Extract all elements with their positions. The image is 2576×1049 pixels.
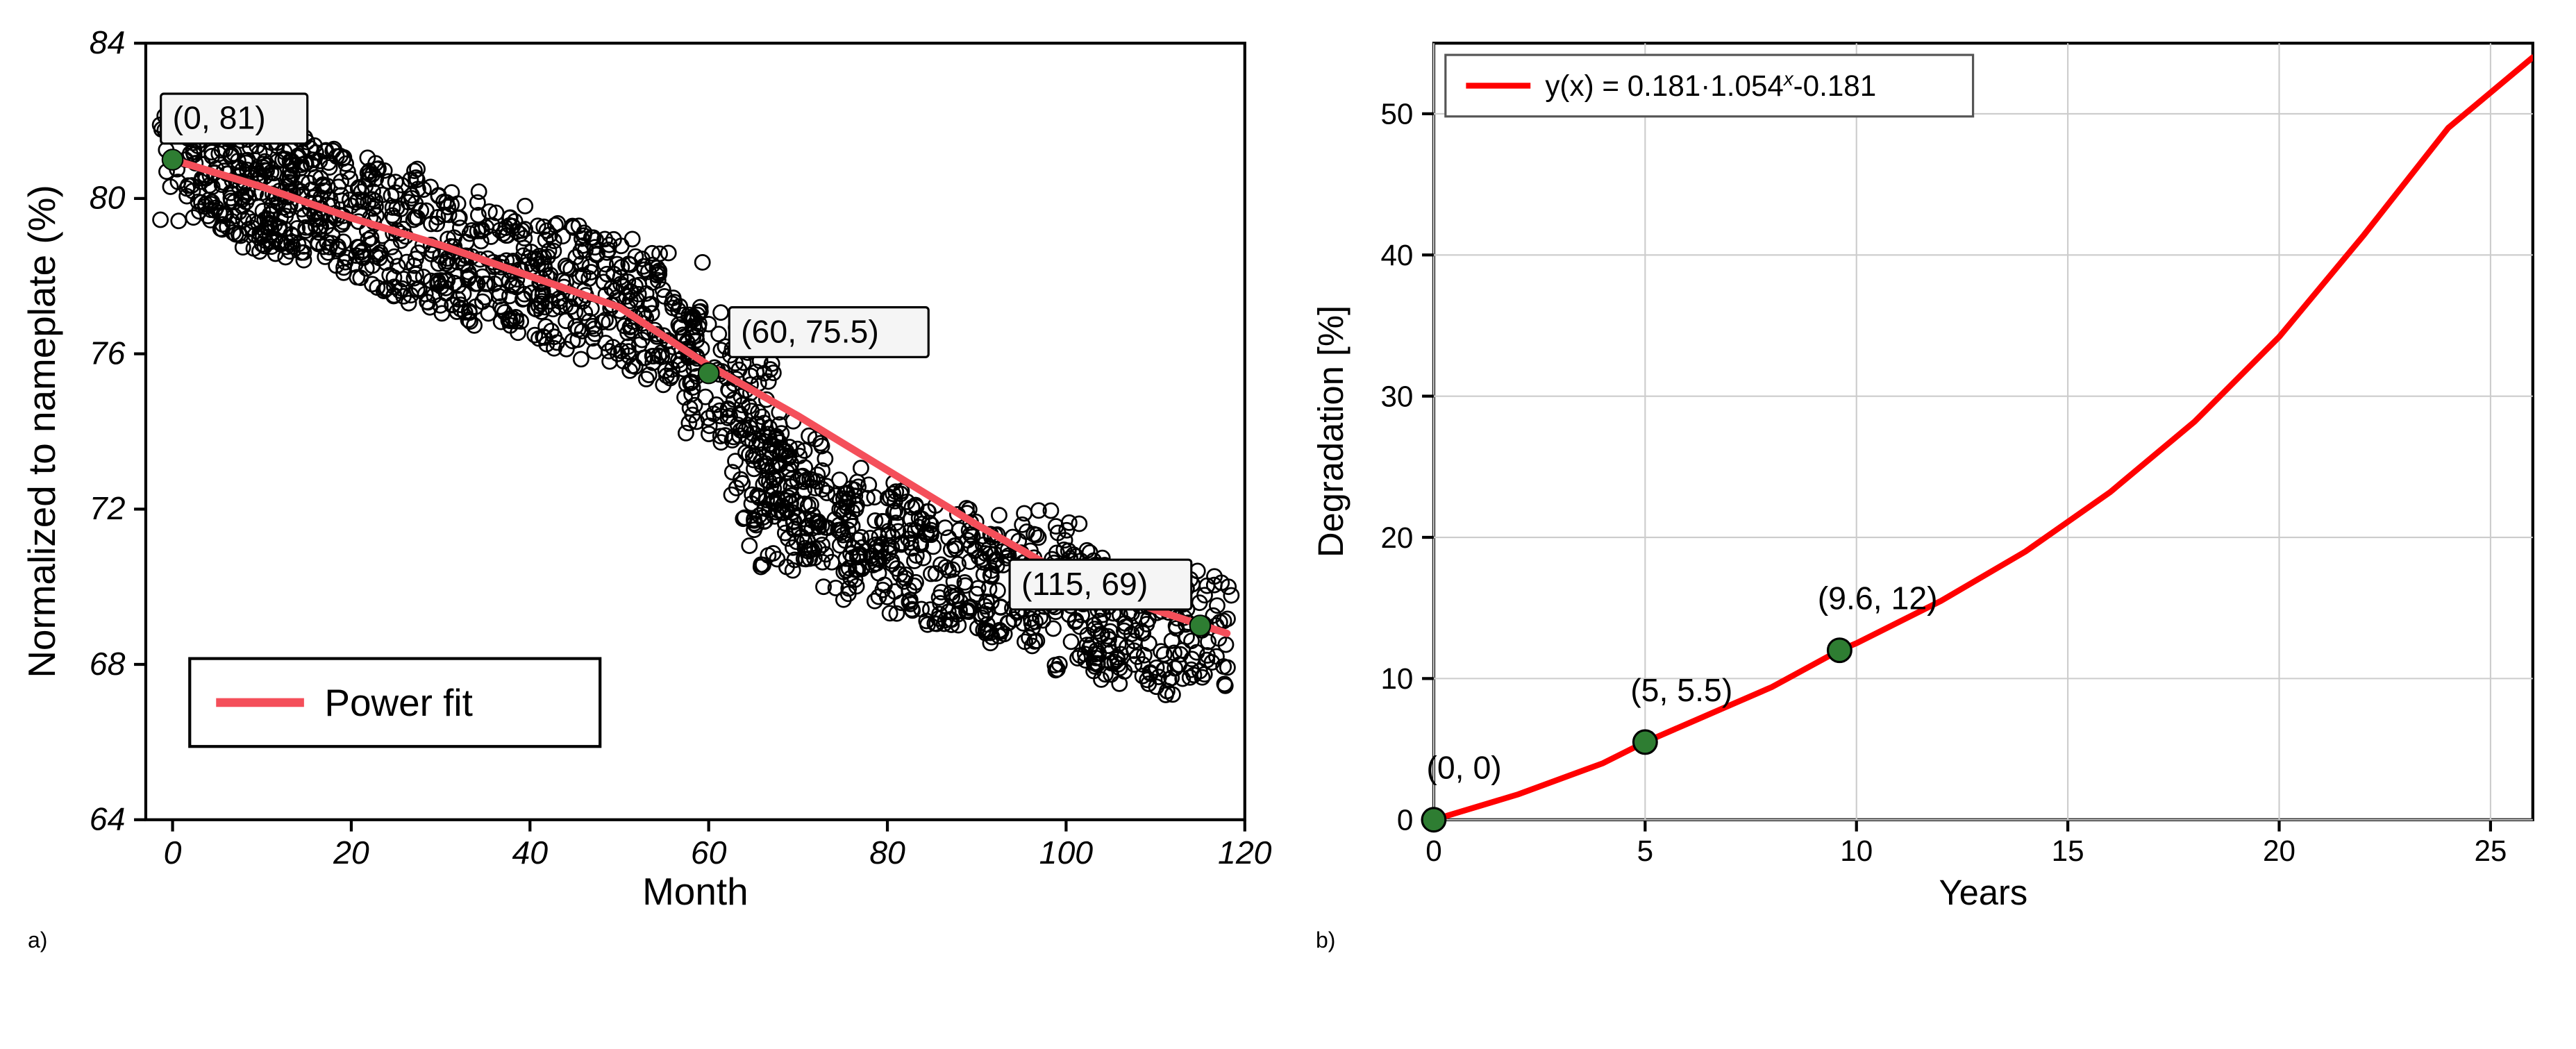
panel-a-chart-wrap: 0 20 40 60 80 100 120 64 68 72 76 80 84 Month Normaliz…: [14, 14, 1274, 922]
svg-text:Power fit: Power fit: [324, 681, 472, 724]
panel-b-svg: 0 5 10 15 20 25 0 10 20 30 40 50 Years Degradation [%…: [1302, 14, 2562, 922]
svg-text:0: 0: [164, 834, 182, 871]
svg-text:50: 50: [1380, 98, 1413, 131]
svg-text:64: 64: [90, 801, 126, 837]
panel-b-label: b): [1302, 928, 2562, 953]
svg-text:60: 60: [691, 834, 727, 871]
svg-text:Years: Years: [1939, 873, 2028, 912]
svg-text:84: 84: [90, 24, 126, 60]
svg-text:80: 80: [90, 180, 126, 216]
svg-text:10: 10: [1380, 662, 1413, 695]
panel-b-chart-wrap: 0 5 10 15 20 25 0 10 20 30 40 50 Years Degradation [%…: [1302, 14, 2562, 922]
svg-text:76: 76: [90, 335, 126, 371]
svg-text:120: 120: [1218, 834, 1272, 871]
svg-text:y(x) = 0.181·1.054x-0.181: y(x) = 0.181·1.054x-0.181: [1545, 68, 1876, 103]
panel-a-svg: 0 20 40 60 80 100 120 64 68 72 76 80 84 Month Normaliz…: [14, 14, 1274, 922]
svg-text:(9.6, 12): (9.6, 12): [1818, 580, 1938, 616]
svg-text:0: 0: [1397, 804, 1413, 837]
svg-text:(0, 0): (0, 0): [1426, 750, 1501, 786]
svg-text:5: 5: [1637, 834, 1653, 867]
svg-text:25: 25: [2474, 834, 2507, 867]
svg-text:72: 72: [90, 490, 126, 526]
panel-a: 0 20 40 60 80 100 120 64 68 72 76 80 84 Month Normaliz…: [14, 14, 1274, 953]
svg-text:(0, 81): (0, 81): [173, 100, 266, 136]
svg-text:(60, 75.5): (60, 75.5): [741, 313, 879, 349]
svg-text:68: 68: [90, 646, 126, 682]
panel-a-label: a): [14, 928, 1274, 953]
svg-text:80: 80: [869, 834, 905, 871]
figure-container: 020406080100120646872768084MonthNormaliz…: [14, 14, 2562, 953]
svg-text:0: 0: [1425, 834, 1441, 867]
svg-text:20: 20: [1380, 521, 1413, 554]
svg-text:(5, 5.5): (5, 5.5): [1630, 672, 1732, 708]
svg-text:20: 20: [2263, 834, 2295, 867]
svg-text:(115, 69): (115, 69): [1021, 566, 1148, 602]
svg-text:Degradation [%]: Degradation [%]: [1311, 305, 1350, 557]
svg-text:Normalized to nameplate (%): Normalized to nameplate (%): [20, 185, 63, 678]
svg-text:30: 30: [1380, 380, 1413, 412]
svg-text:Month: Month: [642, 870, 748, 913]
svg-text:40: 40: [1380, 239, 1413, 271]
panel-b: 0 5 10 15 20 25 0 10 20 30 40 50 Years Degradation [%…: [1302, 14, 2562, 953]
svg-text:20: 20: [333, 834, 369, 871]
svg-text:10: 10: [1840, 834, 1873, 867]
svg-text:40: 40: [512, 834, 548, 871]
svg-text:100: 100: [1039, 834, 1094, 871]
svg-text:15: 15: [2052, 834, 2084, 867]
